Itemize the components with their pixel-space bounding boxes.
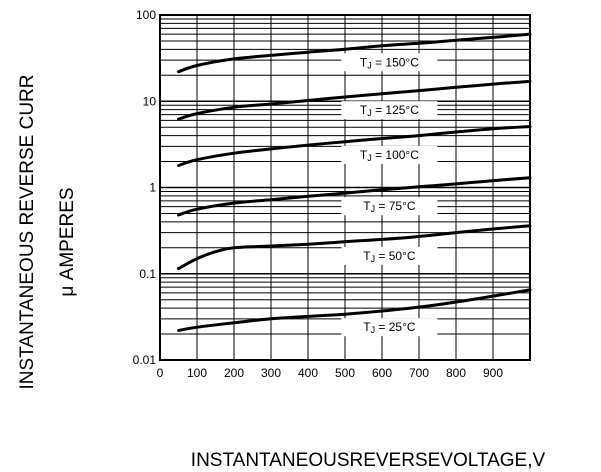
series-curve: [177, 224, 532, 270]
x-tick-label: 600: [372, 366, 392, 380]
x-axis-title: INSTANTANEOUSREVERSEVOLTAGE,V: [191, 450, 546, 471]
plot-frame: [159, 14, 531, 361]
series-label: TJ = 150°C: [360, 55, 419, 70]
x-tick-label: 800: [446, 366, 466, 380]
series-label: TJ = 75°C: [363, 199, 416, 214]
series-curve: [177, 125, 532, 167]
series-label-background: [341, 53, 438, 72]
series-curve: [177, 288, 532, 332]
series-label: TJ = 25°C: [363, 320, 416, 335]
series-label: TJ = 125°C: [360, 103, 419, 118]
x-tick-label: 100: [187, 366, 207, 380]
y-axis-title: INSTANTANEOUS REVERSE CURR: [17, 75, 38, 390]
y-tick-label: 0.01: [133, 353, 157, 367]
series-curve: [177, 32, 532, 74]
y-tick-label: 0.1: [139, 267, 156, 281]
series-label: TJ = 100°C: [360, 148, 419, 163]
series-label-background: [341, 246, 438, 265]
series-label-background: [341, 197, 438, 216]
series-curve: [177, 176, 532, 217]
x-tick-label: 200: [224, 366, 244, 380]
x-tick-label: 500: [335, 366, 355, 380]
x-tick-label: 0: [157, 366, 164, 380]
tick-labels: 0 100 200 300 400 500 600 700 800 900 100 10 1 0.1 0.0…: [133, 8, 504, 380]
series-label: TJ = 50°C: [363, 249, 416, 264]
x-tick-label: 400: [298, 366, 318, 380]
y-tick-label: 10: [143, 94, 157, 108]
y-axis-unit: μ AMPERES: [57, 187, 78, 296]
series-label-background: [341, 145, 438, 164]
series-curves: [177, 32, 532, 332]
y-tick-label: 100: [136, 8, 156, 22]
series-label-background: [341, 101, 438, 120]
series-labels: TJ = 150°C TJ = 125°C TJ = 100°C TJ = 75°C T…: [341, 53, 438, 337]
series-label-background: [341, 318, 438, 337]
x-tick-label: 700: [409, 366, 429, 380]
y-tick-label: 1: [149, 181, 156, 195]
x-tick-label: 900: [483, 366, 503, 380]
series-curve: [177, 79, 532, 121]
x-tick-label: 300: [261, 366, 281, 380]
